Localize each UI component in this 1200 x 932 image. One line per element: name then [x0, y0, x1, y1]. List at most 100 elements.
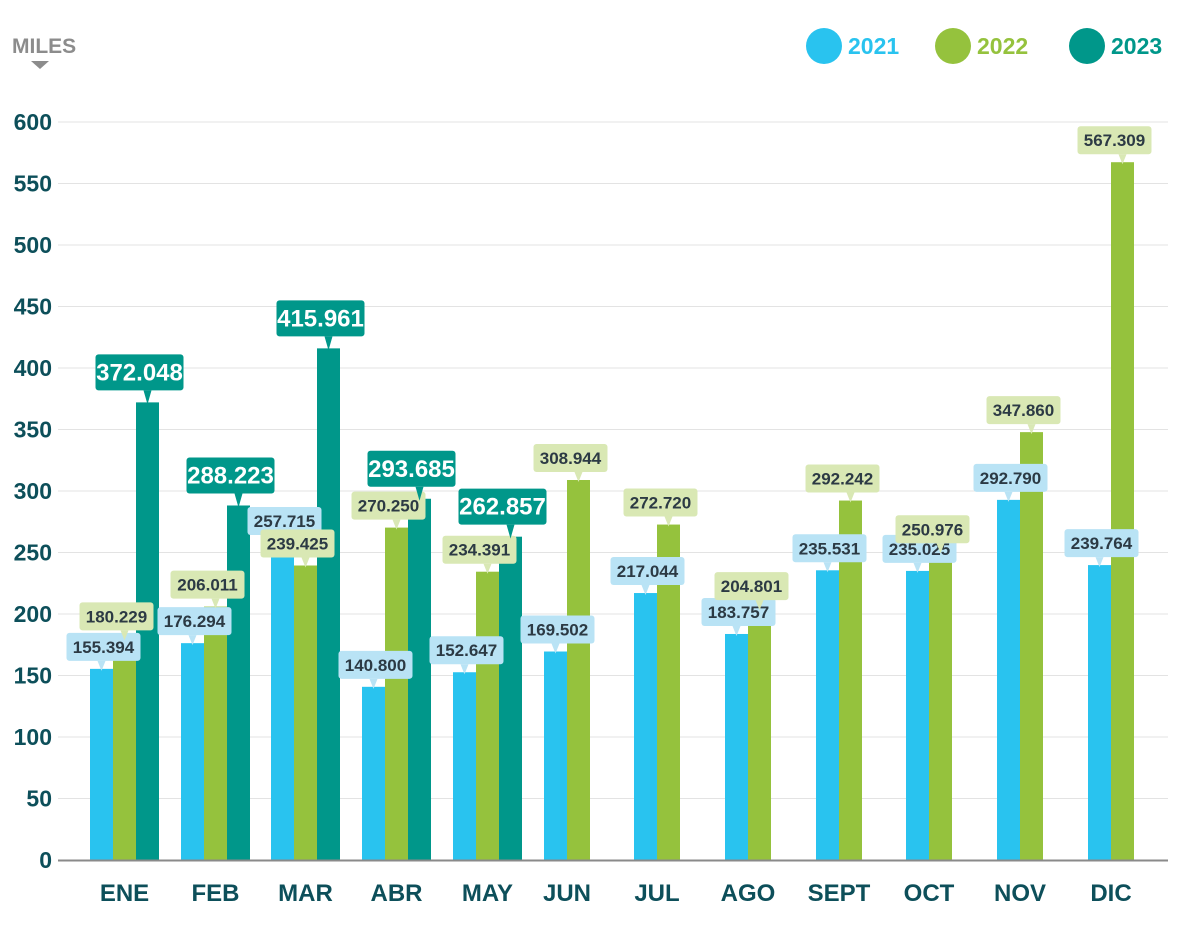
data-label-box — [79, 602, 154, 631]
data-label-box — [701, 597, 776, 626]
data-label-text: 270.250 — [358, 497, 419, 516]
bar-2021-sept — [816, 570, 839, 860]
data-label-2021-may: 152.647 — [429, 636, 504, 675]
y-tick-label: 50 — [26, 786, 52, 812]
data-label-2021-mar: 257.715 — [247, 507, 322, 546]
bar-2022-jun — [567, 479, 590, 860]
data-label-text: 180.229 — [86, 607, 147, 626]
data-label-pointer — [97, 660, 106, 671]
bar-2023-mar — [317, 348, 340, 860]
data-label-text: 204.801 — [721, 577, 782, 596]
data-label-box — [338, 650, 413, 679]
data-label-box — [170, 570, 245, 599]
x-tick-label: SEPT — [808, 880, 871, 907]
y-tick-label: 450 — [14, 294, 52, 320]
data-label-text: 140.800 — [345, 656, 406, 675]
unit-arrow-icon — [31, 61, 49, 69]
data-label-box — [66, 632, 141, 661]
data-label-2021-dic: 239.764 — [1064, 529, 1139, 568]
x-tick-label: ENE — [100, 880, 149, 907]
y-tick-label: 350 — [14, 417, 52, 443]
data-label-2021-sept: 235.531 — [792, 534, 867, 573]
x-tick-label: OCT — [904, 880, 955, 907]
legend: 2021 2022 2023 — [806, 28, 1162, 64]
data-label-pointer — [301, 557, 310, 568]
bar-2021-jul — [634, 593, 657, 860]
data-label-pointer — [1027, 424, 1036, 435]
data-label-pointer — [551, 643, 560, 654]
data-label-pointer — [143, 390, 152, 405]
data-label-2022-ene: 180.229 — [79, 602, 154, 641]
data-label-pointer — [755, 600, 764, 611]
data-label-box — [623, 488, 698, 517]
bar-2021-ene — [90, 668, 113, 860]
bar-2021-ago — [725, 633, 748, 860]
bar-2022-dic — [1111, 162, 1134, 860]
data-label-pointer — [188, 635, 197, 646]
bar-2021-jun — [544, 651, 567, 860]
data-label-text: 293.685 — [368, 456, 455, 483]
data-label-2022-feb: 206.011 — [170, 570, 245, 609]
data-label-box — [260, 529, 335, 558]
x-tick-label: JUN — [543, 880, 591, 907]
data-label-pointer — [369, 678, 378, 689]
data-label-pointer — [1118, 154, 1127, 165]
data-label-2021-jun: 169.502 — [520, 615, 595, 654]
data-label-pointer — [392, 519, 401, 530]
data-label-box — [805, 464, 880, 493]
data-label-2022-mar: 239.425 — [260, 529, 335, 568]
data-label-text: 292.242 — [812, 470, 873, 489]
data-label-box — [895, 515, 970, 544]
data-label-box — [458, 488, 547, 525]
data-labels: 155.394 180.229 372.048 176.294 206.011 288.2… — [66, 126, 1152, 689]
data-label-text: 272.720 — [630, 494, 691, 513]
data-label-pointer — [664, 516, 673, 527]
data-label-pointer — [1004, 491, 1013, 502]
data-label-pointer — [415, 486, 424, 501]
data-label-box — [276, 300, 365, 337]
data-label-text: 235.531 — [799, 539, 860, 558]
data-label-box — [157, 607, 232, 636]
data-label-box — [247, 507, 322, 536]
data-label-pointer — [324, 336, 333, 351]
data-label-pointer — [846, 492, 855, 503]
data-label-text: 169.502 — [527, 621, 588, 640]
data-label-pointer — [641, 585, 650, 596]
data-label-pointer — [483, 563, 492, 574]
data-label-text: 288.223 — [187, 462, 274, 489]
bar-2021-nov — [997, 499, 1020, 860]
data-label-2022-ago: 204.801 — [714, 572, 789, 611]
data-label-text: 239.425 — [267, 535, 328, 554]
data-label-text: 176.294 — [164, 612, 226, 631]
y-tick-label: 250 — [14, 540, 52, 566]
data-label-box — [610, 557, 685, 586]
data-label-2023-ene: 372.048 — [95, 354, 184, 405]
x-tick-label: MAY — [462, 880, 513, 907]
legend-swatch-2022 — [935, 28, 971, 64]
data-label-box — [367, 450, 456, 487]
bar-2021-oct — [906, 570, 929, 860]
data-label-text: 183.757 — [708, 603, 769, 622]
legend-swatch-2023 — [1069, 28, 1105, 64]
y-tick-label: 550 — [14, 171, 52, 197]
data-label-pointer — [823, 562, 832, 573]
data-label-text: 206.011 — [177, 576, 238, 595]
y-tick-label: 400 — [14, 355, 52, 381]
x-tick-label: AGO — [721, 880, 776, 907]
data-label-text: 239.764 — [1071, 534, 1133, 553]
bar-2022-ago — [748, 608, 771, 860]
data-label-box — [792, 534, 867, 563]
bar-2021-dic — [1088, 565, 1111, 860]
data-label-2022-jul: 272.720 — [623, 488, 698, 527]
y-tick-label: 500 — [14, 232, 52, 258]
data-label-2022-dic: 567.309 — [1077, 126, 1152, 165]
unit-label: MILES — [12, 35, 76, 58]
data-label-box — [714, 572, 789, 601]
legend-label-2021: 2021 — [848, 33, 899, 59]
data-label-text: 415.961 — [277, 305, 364, 332]
bar-2023-ene — [136, 402, 159, 860]
data-label-pointer — [120, 630, 129, 641]
bar-2023-may — [499, 536, 522, 860]
y-tick-label: 150 — [14, 663, 52, 689]
